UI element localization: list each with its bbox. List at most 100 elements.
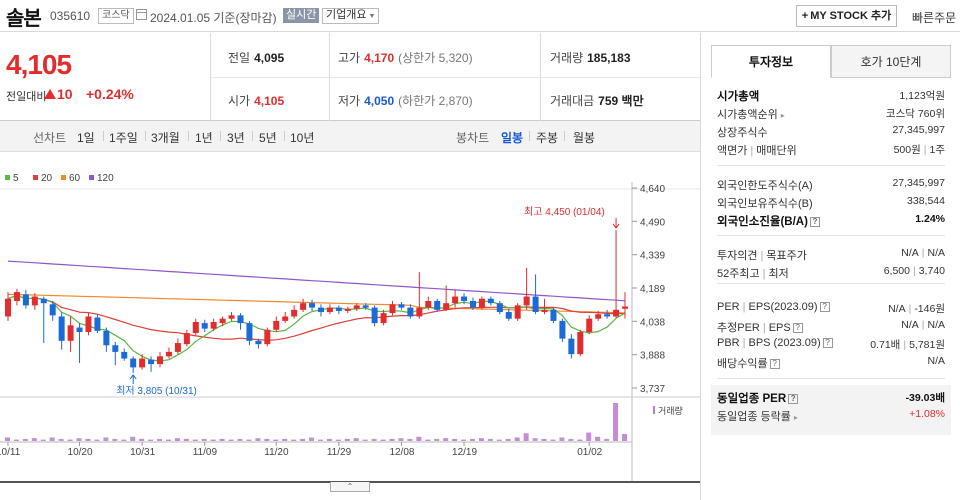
info-row: PER | EPS(2023.09)? N/A | -146원: [717, 301, 945, 319]
volume-bar: [5, 437, 10, 441]
info-row-value: N/A | N/A: [901, 319, 945, 331]
volume-bar: [568, 438, 574, 441]
candle-daily[interactable]: 일봉: [501, 131, 524, 145]
candle-body: [604, 314, 611, 317]
mystock-add-button[interactable]: + MY STOCK 추가: [796, 5, 897, 27]
info-row-value: N/A | N/A: [901, 247, 945, 259]
divider: [717, 378, 945, 379]
current-price: 4,105: [6, 49, 72, 80]
volume-bar: [586, 432, 592, 441]
info-key: 투자의견: [717, 250, 758, 262]
help-icon[interactable]: ?: [788, 394, 799, 404]
separator: |: [742, 301, 746, 313]
info-key: 동일업종 PER: [717, 393, 787, 405]
period-3m[interactable]: 3개월: [151, 131, 180, 145]
info-key-secondary: 매매단위: [756, 145, 797, 157]
candle-body: [300, 303, 307, 310]
candle-weekly[interactable]: 주봉: [536, 131, 559, 145]
info-key: 시가총액순위: [717, 109, 778, 121]
info-key-secondary: BPS (2023.09): [748, 337, 821, 349]
open-value: 4,105: [254, 94, 285, 108]
info-key: 동일업종 등락률: [717, 411, 791, 423]
legend-label-60: 60: [69, 173, 81, 184]
info-key-secondary: 최저: [768, 268, 789, 280]
info-row-label: 외국인보유주식수(B): [717, 195, 813, 211]
legend-swatch-120: [89, 175, 94, 180]
candle-body: [335, 307, 342, 311]
info-value: 1.24%: [915, 213, 945, 225]
info-value-secondary: 1주: [929, 144, 946, 156]
info-row: 외국인보유주식수(B) 338,544: [717, 195, 945, 213]
info-row-label: PER | EPS(2023.09)?: [717, 301, 830, 313]
volume-bar: [291, 439, 297, 441]
chevron-right-icon[interactable]: ▸: [793, 413, 798, 422]
help-icon[interactable]: ?: [769, 359, 780, 369]
base-date: 2024.01.05 기준(장마감): [150, 11, 277, 25]
help-icon[interactable]: ?: [792, 323, 803, 333]
info-row: 동일업종 PER? -39.03배: [717, 390, 945, 408]
help-icon[interactable]: ?: [819, 302, 830, 312]
chevron-right-icon[interactable]: ▸: [780, 111, 785, 120]
stock-chart[interactable]: 5 20 60 120 4,640 4,490 4,339 4,189 4,038 3,888 3…: [0, 152, 700, 492]
period-1y[interactable]: 1년: [195, 131, 213, 145]
info-value-secondary: -146원: [914, 303, 945, 315]
candle-body: [469, 300, 476, 308]
info-value-secondary: 3,740: [918, 265, 945, 277]
period-1d[interactable]: 1일: [77, 131, 95, 145]
company-overview-dropdown[interactable]: 기업개요 ▼: [322, 8, 380, 24]
y-tick-label: 4,038: [640, 317, 665, 328]
volume-legend-swatch: [653, 406, 655, 414]
y-axis-ticks: 4,640 4,490 4,339 4,189 4,038 3,888 3,737: [632, 184, 665, 395]
divider: [284, 131, 285, 141]
info-value: 338,544: [907, 195, 945, 207]
candle-body: [49, 304, 56, 316]
candle-body: [121, 351, 128, 359]
candle-body: [139, 358, 146, 368]
volume-bar: [335, 439, 341, 441]
volume-bar: [157, 438, 163, 441]
info-key: 시가총액: [717, 91, 760, 103]
candle-body: [174, 343, 181, 352]
realtime-button[interactable]: 실시간: [283, 8, 320, 23]
info-value: 코스닥 760위: [885, 108, 945, 120]
candle-monthly[interactable]: 월봉: [573, 131, 596, 145]
candle-body: [282, 316, 289, 321]
help-icon[interactable]: ?: [822, 338, 833, 348]
info-value: 6,500: [883, 265, 910, 277]
volume-bar: [273, 439, 279, 441]
candle-chart-label: 봉차트: [456, 131, 490, 145]
candle-body: [130, 358, 137, 368]
volume-bar: [246, 439, 252, 441]
info-row: 동일업종 등락률 ▸ +1.08%: [717, 408, 945, 426]
period-10y[interactable]: 10년: [290, 131, 315, 145]
period-1w[interactable]: 1주일: [109, 131, 138, 145]
info-value: 500원: [893, 144, 921, 156]
volume-bar: [577, 439, 583, 441]
candle-body: [326, 307, 333, 313]
line-chart-label: 선차트: [33, 131, 67, 145]
x-tick-label: 11/20: [264, 447, 289, 458]
sector-box: [711, 385, 951, 435]
mystock-add-label: MY STOCK 추가: [810, 10, 892, 22]
period-5y[interactable]: 5년: [259, 131, 277, 145]
low-annotation: 최저 3,805 (10/31): [116, 385, 197, 397]
period-3y[interactable]: 3년: [227, 131, 245, 145]
tab-investment-info[interactable]: 투자정보: [711, 45, 831, 78]
x-tick-label: 12/08: [389, 447, 414, 458]
candle-body: [595, 314, 602, 319]
candle-body: [478, 298, 485, 308]
info-value: N/A: [901, 247, 919, 259]
price-summary: 4,105 전일대비 10 +0.24% 전일 4,095 고가 4,170 (상한가…: [0, 33, 700, 121]
candle-body: [371, 307, 378, 324]
quick-order-link[interactable]: 빠른주문: [912, 11, 957, 25]
chart-resize-handle[interactable]: ⌃: [330, 482, 370, 492]
volume-bar: [67, 439, 73, 441]
help-icon[interactable]: ?: [809, 217, 820, 227]
volume-bar: [237, 438, 243, 441]
change-label: 전일대비: [6, 91, 47, 103]
info-row: 투자의견 | 목표주가 N/A | N/A: [717, 247, 945, 265]
tab-orderbook-10[interactable]: 호가 10단계: [831, 45, 951, 78]
info-tabs: 투자정보 호가 10단계: [711, 45, 951, 78]
stock-name: 솔본: [6, 8, 42, 30]
y-tick-label: 4,189: [640, 284, 665, 295]
